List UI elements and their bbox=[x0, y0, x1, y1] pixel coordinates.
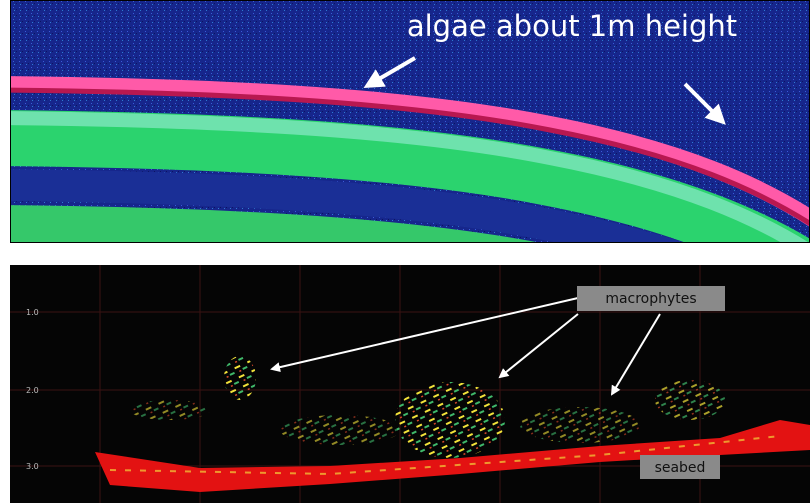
annotation-text: seabed bbox=[655, 460, 706, 476]
depth-label: 3.0 bbox=[26, 462, 39, 471]
annotation-text: algae about 1m height bbox=[407, 9, 737, 43]
depth-label: 1.0 bbox=[26, 308, 39, 317]
depth-label: 2.0 bbox=[26, 386, 39, 395]
screenshot: algae about 1m height 1.0 2.0 3.0 bbox=[0, 0, 810, 503]
annotation-text: macrophytes bbox=[605, 291, 696, 307]
bottom-echogram: 1.0 2.0 3.0 macrophytes seabed bbox=[10, 265, 810, 503]
page: {"top_panel": {"annotation": "algae abou… bbox=[0, 0, 810, 503]
